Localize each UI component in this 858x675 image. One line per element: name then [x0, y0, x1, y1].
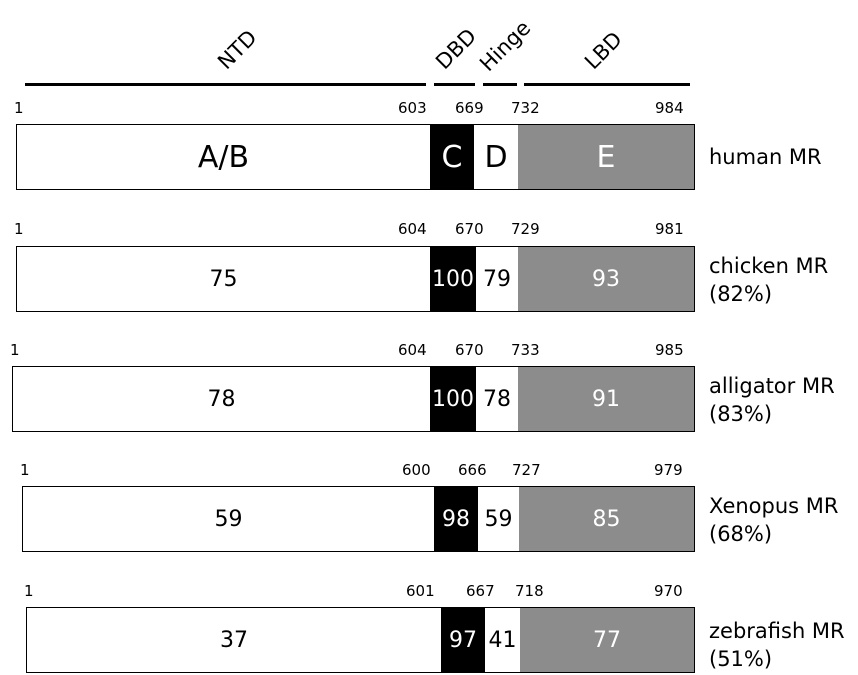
position-c-start: 600 [402, 461, 431, 479]
segment-ab: 59 [23, 487, 434, 551]
segment-ab: 37 [27, 608, 441, 672]
species-name: alligator MR [709, 374, 835, 398]
species-label: zebrafish MR (51%) [709, 617, 845, 673]
segment-d: 41 [485, 608, 520, 672]
position-d-start: 670 [455, 220, 484, 238]
species-name: human MR [709, 145, 822, 169]
hinge-label: Hinge [475, 15, 536, 77]
domain-bar: A/B C D E [16, 124, 695, 190]
position-start: 1 [14, 99, 24, 117]
position-c-start: 604 [398, 341, 427, 359]
segment-e: 77 [520, 608, 694, 672]
position-d-start: 669 [455, 99, 484, 117]
position-end: 981 [655, 220, 684, 238]
segment-c: 100 [430, 367, 476, 431]
position-c-start: 601 [406, 582, 435, 600]
position-d-start: 666 [458, 461, 487, 479]
segment-c: 97 [441, 608, 485, 672]
domain-bar: 78 100 78 91 [12, 366, 695, 432]
segment-d: D [474, 125, 518, 189]
species-identity: (82%) [709, 282, 773, 306]
species-name: zebrafish MR [709, 619, 845, 643]
position-start: 1 [14, 220, 24, 238]
position-end: 984 [655, 99, 684, 117]
segment-c: 100 [430, 247, 476, 311]
segment-e: 91 [518, 367, 694, 431]
species-label: Xenopus MR (68%) [709, 492, 839, 548]
ntd-line [25, 83, 426, 86]
species-identity: (51%) [709, 647, 773, 671]
position-end: 970 [654, 582, 683, 600]
domain-bar: 59 98 59 85 [22, 486, 695, 552]
position-d-start: 670 [455, 341, 484, 359]
position-c-start: 604 [398, 220, 427, 238]
species-name: chicken MR [709, 254, 829, 278]
position-end: 985 [655, 341, 684, 359]
position-e-start: 733 [511, 341, 540, 359]
position-c-start: 603 [398, 99, 427, 117]
segment-e: E [518, 125, 694, 189]
position-e-start: 727 [512, 461, 541, 479]
dbd-line [434, 83, 475, 86]
segment-c: 98 [434, 487, 478, 551]
position-start: 1 [10, 341, 20, 359]
segment-ab: A/B [17, 125, 430, 189]
hinge-line [483, 83, 517, 86]
segment-e: 85 [519, 487, 694, 551]
segment-d: 79 [476, 247, 518, 311]
species-identity: (68%) [709, 522, 773, 546]
segment-c: C [430, 125, 474, 189]
domain-bar: 75 100 79 93 [16, 246, 695, 312]
species-identity: (83%) [709, 402, 773, 426]
position-start: 1 [24, 582, 34, 600]
position-e-start: 729 [511, 220, 540, 238]
ntd-label: NTD [213, 25, 262, 74]
domain-bar: 37 97 41 77 [26, 607, 695, 673]
dbd-label: DBD [431, 23, 482, 74]
segment-ab: 78 [13, 367, 430, 431]
position-e-start: 718 [515, 582, 544, 600]
species-label: alligator MR (83%) [709, 372, 835, 428]
position-end: 979 [654, 461, 683, 479]
segment-d: 59 [478, 487, 519, 551]
segment-e: 93 [518, 247, 694, 311]
species-name: Xenopus MR [709, 494, 839, 518]
species-label: chicken MR (82%) [709, 252, 828, 308]
position-start: 1 [20, 461, 30, 479]
lbd-label: LBD [580, 27, 627, 74]
segment-d: 78 [476, 367, 518, 431]
segment-ab: 75 [17, 247, 430, 311]
species-label: human MR [709, 143, 822, 171]
position-d-start: 667 [466, 582, 495, 600]
lbd-line [524, 83, 690, 86]
position-e-start: 732 [511, 99, 540, 117]
